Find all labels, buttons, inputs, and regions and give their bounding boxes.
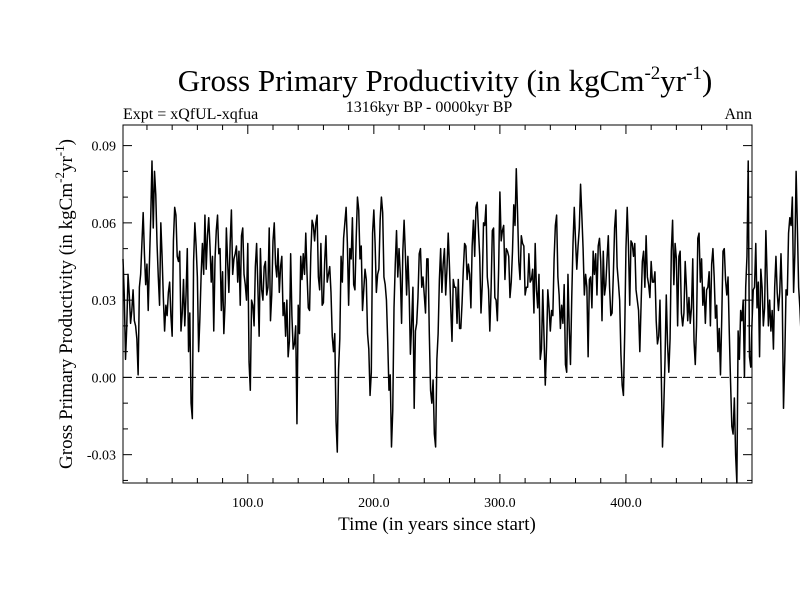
y-tick-label: 0.00	[92, 371, 117, 386]
y-tick-label: 0.06	[92, 217, 117, 232]
y-tick-label: 0.03	[92, 294, 117, 309]
y-tick-label: -0.03	[87, 449, 116, 464]
series-line-gpp	[122, 160, 800, 484]
chart-title: Gross Primary Productivity (in kgCm-2yr-…	[178, 63, 713, 98]
x-tick-label: 100.0	[232, 496, 264, 511]
season-label: Ann	[724, 106, 752, 123]
y-tick-label: 0.09	[92, 140, 117, 155]
x-tick-label: 300.0	[484, 496, 516, 511]
y-axis: -0.03 0.00 0.03 0.06 0.09	[87, 140, 752, 481]
period-label: 1316kyr BP - 0000kyr BP	[346, 99, 513, 116]
plot-frame	[122, 124, 753, 484]
expt-label: Expt = xQfUL-xqfua	[123, 106, 258, 123]
x-tick-label: 400.0	[610, 496, 642, 511]
x-axis-label: Time (in years since start)	[338, 514, 536, 535]
y-axis-label: Gross Primary Productivity (in kgCm-2yr-…	[52, 139, 77, 469]
x-axis: 100.0 200.0 300.0 400.0	[146, 125, 728, 511]
x-tick-label: 200.0	[358, 496, 390, 511]
